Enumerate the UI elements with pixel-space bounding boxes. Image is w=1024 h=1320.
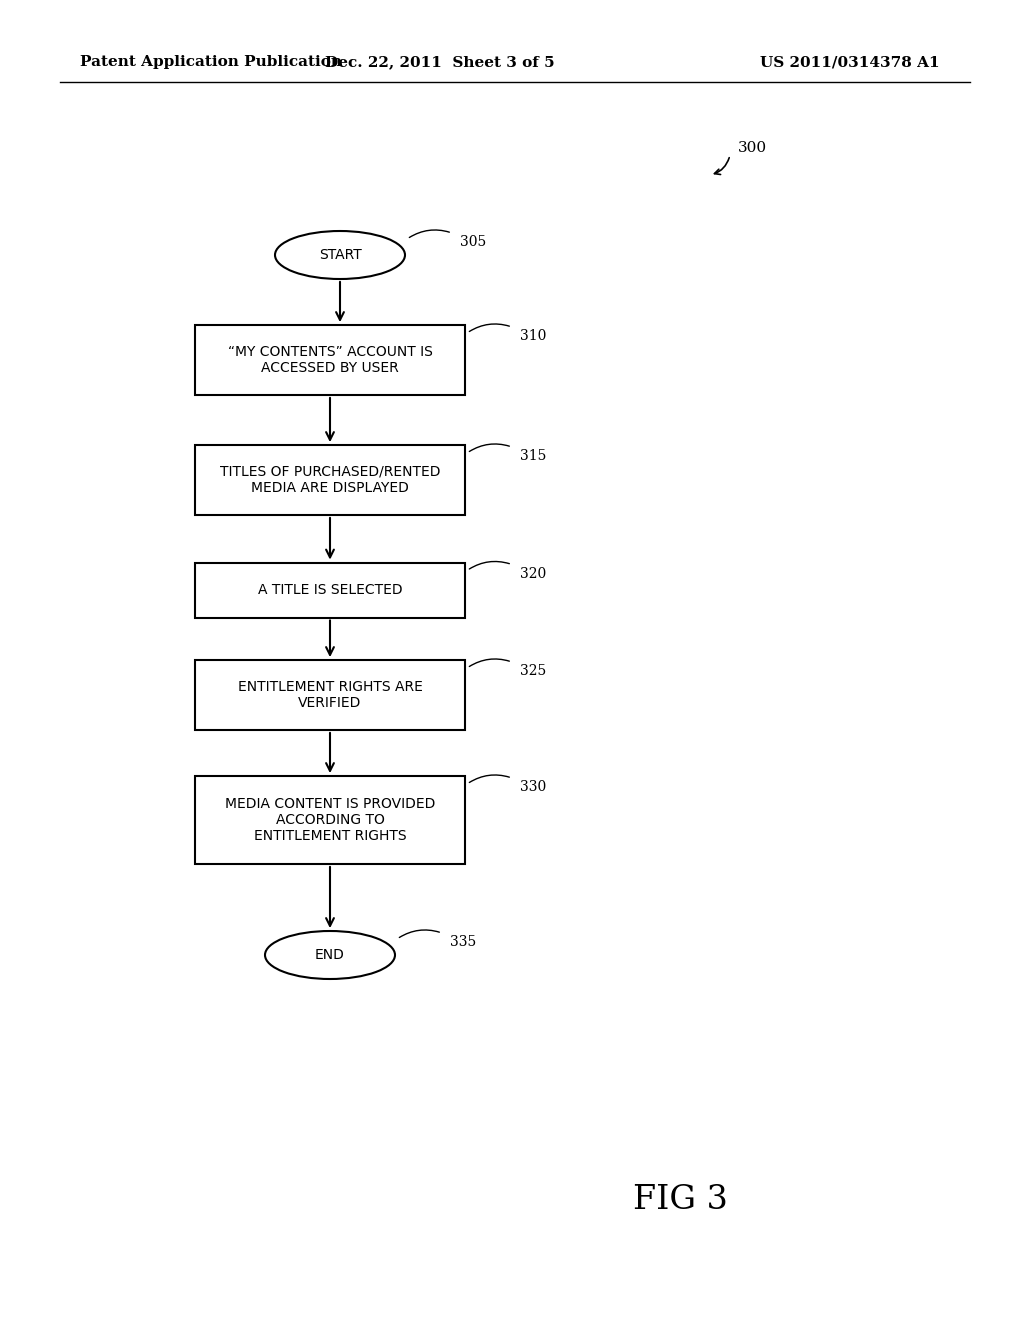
Bar: [195, 445, 465, 515]
Text: US 2011/0314378 A1: US 2011/0314378 A1: [760, 55, 940, 69]
Text: ENTITLEMENT RIGHTS ARE
VERIFIED: ENTITLEMENT RIGHTS ARE VERIFIED: [238, 680, 423, 710]
Bar: [195, 562, 465, 618]
Text: FIG 3: FIG 3: [633, 1184, 727, 1216]
Text: 325: 325: [520, 664, 546, 678]
Text: 330: 330: [520, 780, 546, 795]
Text: 305: 305: [460, 235, 486, 249]
Text: Dec. 22, 2011  Sheet 3 of 5: Dec. 22, 2011 Sheet 3 of 5: [326, 55, 555, 69]
Text: MEDIA CONTENT IS PROVIDED
ACCORDING TO
ENTITLEMENT RIGHTS: MEDIA CONTENT IS PROVIDED ACCORDING TO E…: [225, 797, 435, 843]
Text: 300: 300: [738, 141, 767, 154]
Text: 335: 335: [450, 935, 476, 949]
Text: A TITLE IS SELECTED: A TITLE IS SELECTED: [258, 583, 402, 597]
Text: “MY CONTENTS” ACCOUNT IS
ACCESSED BY USER: “MY CONTENTS” ACCOUNT IS ACCESSED BY USE…: [227, 345, 432, 375]
Text: 320: 320: [520, 566, 546, 581]
Text: 315: 315: [520, 449, 547, 463]
Text: START: START: [318, 248, 361, 261]
Bar: [195, 776, 465, 865]
Text: 310: 310: [520, 329, 547, 343]
Text: END: END: [315, 948, 345, 962]
Bar: [195, 325, 465, 395]
Text: TITLES OF PURCHASED/RENTED
MEDIA ARE DISPLAYED: TITLES OF PURCHASED/RENTED MEDIA ARE DIS…: [220, 465, 440, 495]
Bar: [195, 660, 465, 730]
Text: Patent Application Publication: Patent Application Publication: [80, 55, 342, 69]
